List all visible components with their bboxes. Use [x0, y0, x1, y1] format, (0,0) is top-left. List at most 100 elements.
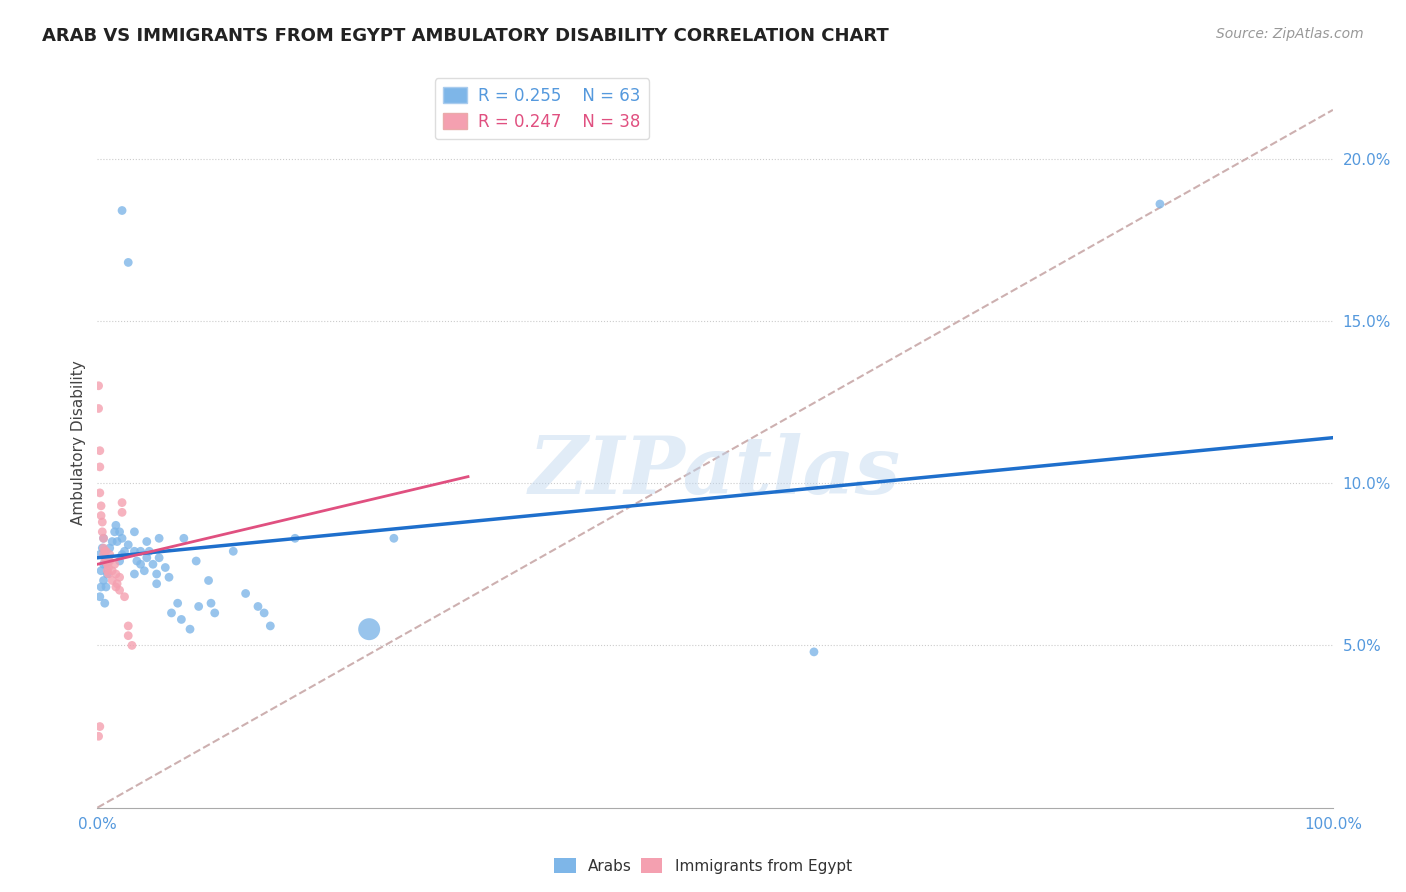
Point	[94, 554, 117, 568]
Point	[91, 515, 114, 529]
Point	[111, 531, 134, 545]
Point	[98, 541, 121, 555]
Point	[124, 566, 146, 581]
Point	[94, 580, 117, 594]
Point	[93, 558, 115, 572]
Point	[94, 558, 117, 572]
Point	[108, 570, 131, 584]
Point	[94, 550, 117, 565]
Point	[157, 570, 180, 584]
Point	[142, 558, 165, 572]
Legend: R = 0.255    N = 63, R = 0.247    N = 38: R = 0.255 N = 63, R = 0.247 N = 38	[434, 78, 650, 139]
Point	[114, 590, 136, 604]
Point	[87, 378, 110, 392]
Point	[93, 531, 115, 545]
Point	[179, 622, 201, 636]
Point	[101, 534, 124, 549]
Point	[186, 554, 208, 568]
Point	[111, 495, 134, 509]
Point	[89, 720, 111, 734]
Point	[108, 554, 131, 568]
Point	[89, 486, 111, 500]
Point	[111, 548, 134, 562]
Legend: Arabs, Immigrants from Egypt: Arabs, Immigrants from Egypt	[548, 852, 858, 880]
Point	[222, 544, 245, 558]
Point	[101, 574, 124, 588]
Point	[104, 566, 127, 581]
Point	[803, 645, 825, 659]
Point	[96, 564, 118, 578]
Point	[89, 590, 111, 604]
Text: ZIPatlas: ZIPatlas	[529, 433, 901, 510]
Point	[94, 544, 117, 558]
Point	[124, 524, 146, 539]
Point	[359, 622, 381, 636]
Point	[104, 558, 127, 572]
Point	[160, 606, 183, 620]
Point	[204, 606, 226, 620]
Point	[101, 564, 124, 578]
Point	[97, 554, 120, 568]
Point	[93, 548, 115, 562]
Point	[125, 554, 148, 568]
Point	[117, 255, 139, 269]
Point	[93, 541, 115, 555]
Point	[129, 544, 152, 558]
Point	[111, 203, 134, 218]
Point	[90, 508, 112, 523]
Point	[94, 596, 117, 610]
Point	[121, 639, 143, 653]
Point	[284, 531, 307, 545]
Text: Source: ZipAtlas.com: Source: ZipAtlas.com	[1216, 27, 1364, 41]
Point	[134, 564, 156, 578]
Point	[87, 729, 110, 743]
Point	[235, 586, 257, 600]
Text: ARAB VS IMMIGRANTS FROM EGYPT AMBULATORY DISABILITY CORRELATION CHART: ARAB VS IMMIGRANTS FROM EGYPT AMBULATORY…	[42, 27, 889, 45]
Point	[94, 544, 117, 558]
Point	[89, 459, 111, 474]
Point	[91, 541, 114, 555]
Point	[108, 524, 131, 539]
Point	[1149, 197, 1171, 211]
Point	[173, 531, 195, 545]
Point	[90, 564, 112, 578]
Point	[117, 538, 139, 552]
Point	[93, 531, 115, 545]
Point	[96, 566, 118, 581]
Point	[87, 401, 110, 416]
Point	[89, 443, 111, 458]
Point	[108, 583, 131, 598]
Point	[170, 612, 193, 626]
Point	[91, 524, 114, 539]
Point	[104, 518, 127, 533]
Point	[135, 550, 157, 565]
Point	[104, 524, 127, 539]
Point	[253, 606, 276, 620]
Point	[135, 534, 157, 549]
Point	[105, 534, 128, 549]
Point	[104, 580, 127, 594]
Point	[111, 505, 134, 519]
Point	[166, 596, 188, 610]
Point	[97, 560, 120, 574]
Point	[246, 599, 269, 614]
Point	[148, 531, 170, 545]
Point	[117, 619, 139, 633]
Point	[96, 558, 118, 572]
Point	[89, 548, 111, 562]
Point	[97, 566, 120, 581]
Point	[114, 544, 136, 558]
Point	[382, 531, 405, 545]
Point	[148, 550, 170, 565]
Point	[90, 499, 112, 513]
Y-axis label: Ambulatory Disability: Ambulatory Disability	[72, 360, 86, 524]
Point	[145, 566, 167, 581]
Point	[138, 544, 160, 558]
Point	[90, 580, 112, 594]
Point	[155, 560, 177, 574]
Point	[259, 619, 281, 633]
Point	[200, 596, 222, 610]
Point	[117, 629, 139, 643]
Point	[93, 574, 115, 588]
Point	[129, 558, 152, 572]
